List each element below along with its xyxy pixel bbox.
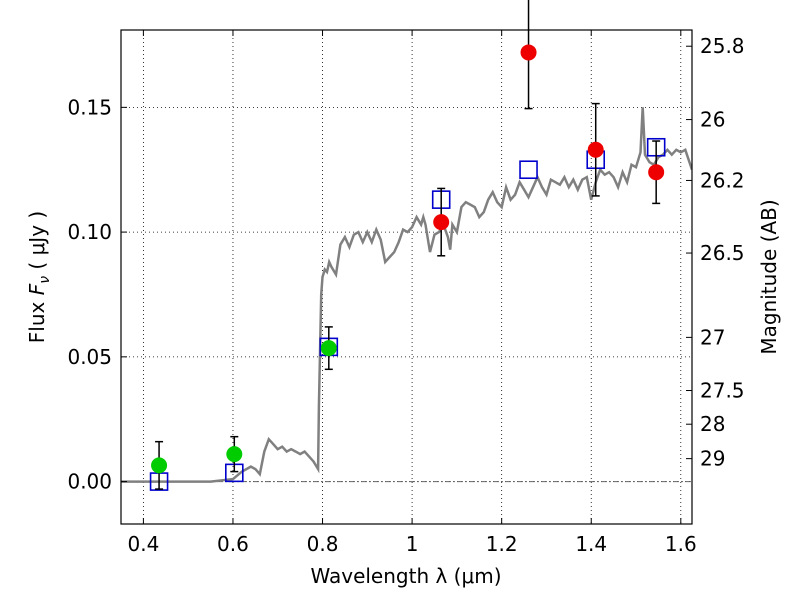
observed-point-red [433,214,450,231]
observed-point-green [151,457,168,474]
x-tick-label: 0.6 [217,532,249,556]
plot-area-background [121,30,692,524]
x-axis-title: Wavelength λ (μm) [310,564,501,588]
x-tick-label: 0.4 [127,532,159,556]
y-tick-label: 0.00 [67,470,112,494]
model-spectrum-line [121,107,692,483]
y2-tick-label: 26 [700,108,725,132]
data-markers [149,0,666,491]
y-tick-label: 0.05 [67,345,112,369]
y2-tick-label: 26.2 [700,168,745,192]
observed-point-red [587,141,604,158]
y-tick-label: 0.15 [67,95,112,119]
y2-tick-label: 27 [700,325,725,349]
observed-point-green [320,340,337,357]
plot-frame [120,29,693,525]
x-tick-label: 1.4 [575,532,607,556]
x-tick-label: 1.2 [486,532,518,556]
y2-axis-title: Magnitude (AB) [757,199,781,354]
y-axis-title-prefix: Flux [25,295,49,343]
y-tick-label: 0.10 [67,220,112,244]
observed-point-green [226,446,243,463]
y2-tick-label: 29 [700,447,725,471]
y-axis-title-symbol: F [25,283,49,295]
y2-tick-label: 25.8 [700,34,745,58]
y2-tick-label: 26.5 [700,241,745,265]
plot-content [121,107,692,483]
x-tick-label: 1.6 [665,532,697,556]
x-tick-label: 0.8 [307,532,339,556]
y-axis-title: Flux Fν ( μJy ) [25,211,53,343]
axis-ticks: 0.4 0.6 0.8 1 1.2 1.4 1.6 0.00 0.05 0.10 0.15 25.8 2… [67,30,745,556]
x-tick-label: 1 [406,532,419,556]
y-axis-title-subscript: ν [37,276,53,284]
model-point-square [519,160,538,180]
y-axis-title-suffix: ( μJy ) [25,211,49,276]
y2-tick-label: 28 [700,412,725,436]
observed-point-red [648,164,665,181]
y2-tick-label: 27.5 [700,379,745,403]
observed-point-red [520,44,537,61]
